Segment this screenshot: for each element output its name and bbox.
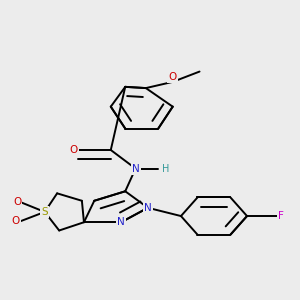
Text: F: F bbox=[278, 211, 284, 221]
Text: O: O bbox=[12, 216, 20, 226]
Text: S: S bbox=[41, 207, 48, 217]
Text: O: O bbox=[70, 145, 78, 155]
Text: N: N bbox=[132, 164, 140, 174]
Text: O: O bbox=[169, 72, 177, 82]
Text: H: H bbox=[162, 164, 169, 174]
Text: O: O bbox=[13, 197, 21, 207]
Text: N: N bbox=[144, 203, 152, 213]
Text: N: N bbox=[117, 217, 125, 227]
